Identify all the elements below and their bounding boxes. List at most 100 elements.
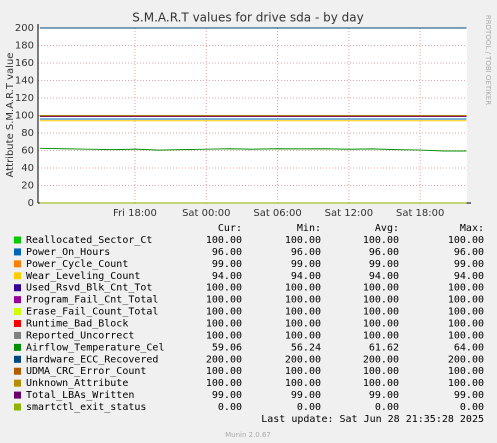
y-tick-label: 140: [15, 76, 34, 87]
legend-name: Erase_Fail_Count_Total: [26, 307, 158, 318]
legend-swatch: [14, 355, 21, 363]
x-tick-label: Sat 00:00: [182, 208, 230, 219]
y-axis-label: Attribute S.M.A.R.T value: [5, 53, 16, 178]
legend-stat: 200.00: [206, 354, 242, 365]
legend-stat: 100.00: [448, 235, 484, 246]
legend-name: Used_Rsvd_Blk_Cnt_Tot: [26, 283, 152, 294]
legend-stat: 99.00: [212, 259, 242, 270]
last-update: Last update: Sat Jun 28 21:35:28 2025: [261, 414, 484, 425]
y-tick-label: 200: [15, 23, 34, 34]
legend-swatch: [14, 236, 21, 244]
legend-stat: 100.00: [206, 366, 242, 377]
legend-stat: 100.00: [448, 307, 484, 318]
legend-name: Reported_Uncorrect: [26, 330, 134, 341]
y-tick-label: 120: [15, 93, 34, 104]
legend-stat: 99.00: [291, 259, 321, 270]
legend-name: Airflow_Temperature_Cel: [26, 342, 164, 353]
footer: Munin 2.0.67: [225, 431, 271, 439]
legend-stat: 100.00: [285, 378, 321, 389]
legend-stat: 56.24: [291, 342, 321, 353]
x-tick-label: Sat 06:00: [253, 208, 301, 219]
legend-stat: 61.62: [369, 342, 399, 353]
legend-swatch: [14, 248, 21, 256]
legend-stat: 99.00: [212, 390, 242, 401]
legend-stat: 100.00: [363, 283, 399, 294]
legend-stat: 99.00: [454, 259, 484, 270]
legend-stat: 100.00: [285, 235, 321, 246]
legend-stat: 64.00: [454, 342, 484, 353]
legend-stat: 100.00: [363, 366, 399, 377]
legend-stat: 100.00: [206, 235, 242, 246]
legend-stat: 100.00: [285, 307, 321, 318]
legend-header: Max:: [460, 223, 484, 234]
legend-stat: 100.00: [285, 283, 321, 294]
legend-stat: 94.00: [291, 271, 321, 282]
legend-swatch: [14, 343, 21, 351]
legend-stat: 94.00: [212, 271, 242, 282]
legend-stat: 100.00: [363, 330, 399, 341]
chart-title: S.M.A.R.T values for drive sda - by day: [132, 11, 363, 25]
legend-stat: 100.00: [285, 295, 321, 306]
legend-header: Cur:: [218, 223, 242, 234]
legend-stat: 94.00: [369, 271, 399, 282]
legend-stat: 99.00: [454, 390, 484, 401]
legend-swatch: [14, 260, 21, 268]
x-tick-label: Sat 18:00: [396, 208, 444, 219]
side-note: RRDTOOL / TOBI OETIKER: [484, 15, 492, 105]
legend-stat: 200.00: [285, 354, 321, 365]
legend-stat: 0.00: [460, 402, 484, 413]
legend-stat: 100.00: [448, 366, 484, 377]
legend-stat: 100.00: [285, 366, 321, 377]
legend-swatch: [14, 367, 21, 375]
legend-name: Unknown_Attribute: [26, 378, 128, 389]
legend-swatch: [14, 296, 21, 304]
legend-name: smartctl_exit_status: [26, 402, 146, 413]
y-tick-label: 20: [21, 181, 34, 192]
legend-swatch: [14, 272, 21, 280]
legend-stat: 100.00: [363, 235, 399, 246]
legend-stat: 100.00: [448, 283, 484, 294]
y-tick-label: 40: [21, 163, 34, 174]
y-tick-label: 0: [28, 198, 34, 209]
y-tick-label: 180: [15, 41, 34, 52]
legend-header: Min:: [297, 223, 321, 234]
legend-stat: 94.00: [454, 271, 484, 282]
legend-stat: 100.00: [206, 307, 242, 318]
y-tick-label: 80: [21, 128, 34, 139]
legend-stat: 100.00: [285, 319, 321, 330]
x-tick-label: Sat 12:00: [325, 208, 373, 219]
legend-name: Wear_Leveling_Count: [26, 271, 140, 282]
legend-header: Avg:: [375, 223, 399, 234]
legend-swatch: [14, 403, 21, 411]
legend-swatch: [14, 391, 21, 399]
legend-stat: 99.00: [369, 390, 399, 401]
legend-stat: 100.00: [206, 378, 242, 389]
legend-stat: 0.00: [297, 402, 321, 413]
legend-stat: 100.00: [363, 378, 399, 389]
legend-swatch: [14, 331, 21, 339]
legend-stat: 0.00: [375, 402, 399, 413]
legend-stat: 100.00: [206, 330, 242, 341]
legend-stat: 96.00: [369, 247, 399, 258]
legend-stat: 96.00: [212, 247, 242, 258]
legend-stat: 96.00: [291, 247, 321, 258]
legend-name: Total_LBAs_Written: [26, 390, 134, 401]
y-tick-label: 60: [21, 146, 34, 157]
legend-stat: 100.00: [206, 319, 242, 330]
legend-swatch: [14, 379, 21, 387]
legend-swatch: [14, 320, 21, 328]
legend-name: Power_On_Hours: [26, 247, 110, 258]
x-tick-label: Fri 18:00: [113, 208, 157, 219]
legend-stat: 100.00: [448, 319, 484, 330]
legend-stat: 100.00: [363, 319, 399, 330]
legend-stat: 100.00: [206, 295, 242, 306]
legend-stat: 0.00: [218, 402, 242, 413]
legend-name: Program_Fail_Cnt_Total: [26, 295, 158, 306]
y-tick-label: 100: [15, 111, 34, 122]
legend-swatch: [14, 308, 21, 316]
legend-stat: 200.00: [363, 354, 399, 365]
legend-stat: 100.00: [206, 283, 242, 294]
legend-stat: 96.00: [454, 247, 484, 258]
legend-stat: 59.06: [212, 342, 242, 353]
